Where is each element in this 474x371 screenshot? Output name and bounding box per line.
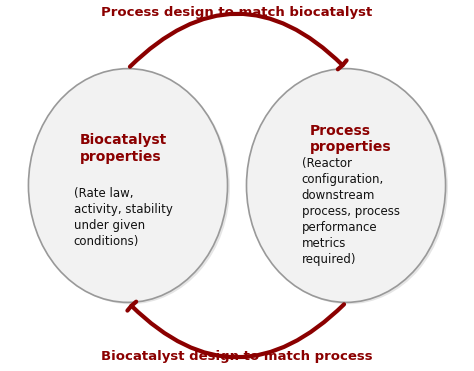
Text: Biocatalyst design to match process: Biocatalyst design to match process	[101, 350, 373, 364]
Text: Process
properties: Process properties	[310, 124, 392, 154]
FancyArrowPatch shape	[130, 14, 346, 69]
Text: (Reactor
configuration,
downstream
process, process
performance
metrics
required: (Reactor configuration, downstream proce…	[302, 157, 400, 266]
Ellipse shape	[249, 70, 448, 304]
Text: Process design to match biocatalyst: Process design to match biocatalyst	[101, 6, 373, 20]
FancyArrowPatch shape	[128, 302, 344, 357]
Text: Biocatalyst
properties: Biocatalyst properties	[80, 133, 167, 164]
Ellipse shape	[31, 70, 230, 304]
Ellipse shape	[28, 69, 228, 302]
Ellipse shape	[246, 69, 446, 302]
Text: (Rate law,
activity, stability
under given
conditions): (Rate law, activity, stability under giv…	[74, 187, 173, 247]
